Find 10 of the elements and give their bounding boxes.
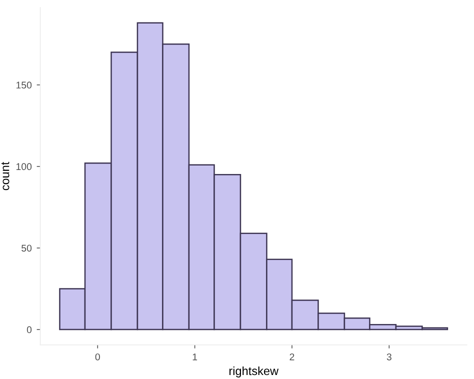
- y-tick-label: 0: [26, 326, 32, 334]
- x-tick-label: 0: [95, 353, 100, 360]
- x-axis-title: rightskew: [229, 366, 279, 378]
- y-tick-label: 150: [16, 82, 32, 89]
- y-tick-label: 100: [16, 163, 32, 170]
- x-tick-label: 3: [386, 353, 392, 360]
- y-tick-label: 50: [22, 244, 32, 252]
- y-axis-title: count: [1, 162, 10, 190]
- x-tick-label: 2: [290, 353, 294, 360]
- x-tick-label: 1: [192, 354, 198, 360]
